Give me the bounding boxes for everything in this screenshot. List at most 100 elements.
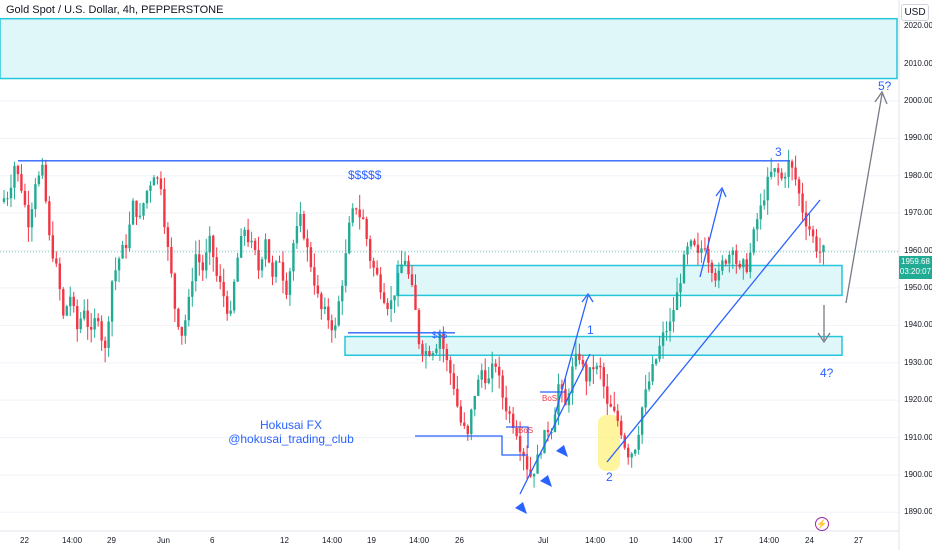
- candle-body: [142, 203, 145, 216]
- candle-body: [257, 250, 260, 271]
- candle-body: [86, 310, 89, 327]
- price-tick-label: 1920.00: [904, 395, 932, 405]
- candle-body: [581, 360, 585, 365]
- candle-body: [264, 239, 267, 260]
- candle-body: [355, 208, 358, 210]
- candle-body: [435, 348, 438, 354]
- trendline-wave-1: [519, 353, 591, 495]
- candle-body: [759, 205, 762, 220]
- candle-body: [703, 248, 707, 250]
- candle-body: [358, 209, 361, 218]
- time-tick-label: 14:00: [672, 536, 693, 545]
- price-tick-label: 2020.00: [904, 21, 932, 31]
- candle-body: [62, 289, 65, 316]
- candle-body: [633, 449, 637, 454]
- time-tick-label: 6: [210, 536, 215, 545]
- candle-body: [138, 215, 142, 217]
- candle-body: [459, 406, 463, 423]
- candle-body: [201, 262, 204, 271]
- candle-body: [382, 292, 386, 303]
- candle-body: [717, 270, 721, 281]
- candle-body: [163, 189, 166, 228]
- candle-body: [536, 454, 539, 474]
- candle-body: [76, 306, 79, 330]
- label-bos-1: BoS: [518, 426, 534, 435]
- candle-body: [274, 261, 278, 277]
- candle-body: [194, 254, 197, 282]
- currency-button[interactable]: USD: [901, 4, 929, 21]
- candle-body: [504, 397, 508, 412]
- candle-body: [69, 296, 72, 307]
- projection-arrowhead-2: [715, 186, 727, 198]
- candle-body: [470, 409, 473, 435]
- candle-body: [229, 310, 232, 314]
- candle-body: [260, 259, 264, 271]
- time-tick-label: 14:00: [759, 536, 780, 545]
- candle-body: [393, 295, 396, 301]
- candle-body: [738, 263, 741, 268]
- candle-body: [191, 281, 194, 297]
- lightning-icon[interactable]: ⚡: [815, 517, 829, 531]
- pointer-arrow-icon: [515, 502, 527, 514]
- candle-body: [790, 161, 794, 168]
- zones-layer: [0, 17, 898, 471]
- candle-body: [776, 168, 780, 173]
- candle-body: [131, 200, 135, 225]
- candle-body: [281, 262, 285, 281]
- candle-body: [124, 244, 128, 249]
- candle-body: [592, 367, 595, 370]
- candle-body: [253, 240, 257, 251]
- candle-body: [389, 300, 393, 310]
- candle-body: [365, 218, 368, 240]
- price-tick-label: 1930.00: [904, 357, 932, 367]
- candle-body: [65, 306, 68, 316]
- chart-title: Gold Spot / U.S. Dollar, 4h, PEPPERSTONE: [6, 4, 224, 16]
- last-price-value: 1959.68: [901, 257, 930, 266]
- candle-body: [180, 327, 184, 336]
- price-tick-label: 2010.00: [904, 58, 932, 68]
- candle-body: [456, 388, 459, 407]
- candle-body: [292, 243, 295, 272]
- price-tick-label: 1940.00: [904, 320, 932, 330]
- candle-body: [79, 318, 82, 330]
- candle-body: [117, 258, 121, 271]
- candle-body: [445, 349, 449, 361]
- candle-body: [557, 384, 560, 415]
- candle-body: [449, 360, 452, 374]
- candle-body: [693, 240, 696, 245]
- watermark-line1: Hokusai FX: [259, 418, 323, 432]
- pointer-arrow-icon: [540, 475, 552, 487]
- candle-body: [313, 267, 316, 286]
- candle-body: [463, 422, 466, 426]
- candle-body: [48, 201, 51, 236]
- candle-body: [23, 190, 27, 205]
- candle-body: [515, 427, 518, 437]
- candle-body: [334, 325, 337, 331]
- time-tick-label: 22: [20, 536, 29, 545]
- candle-body: [51, 235, 55, 259]
- time-tick-label: Jul: [538, 536, 549, 545]
- candle-body: [222, 281, 225, 297]
- price-tick-label: 1980.00: [904, 170, 932, 180]
- candle-body: [595, 365, 599, 370]
- candle-body: [797, 179, 801, 194]
- candle-body: [323, 306, 327, 310]
- candle-body: [246, 229, 250, 243]
- candle-body: [159, 178, 163, 190]
- candle-body: [212, 235, 215, 258]
- candle-body: [166, 227, 170, 247]
- time-tick-label: 14:00: [62, 536, 83, 545]
- bos-line-1: [506, 426, 529, 448]
- candle-body: [309, 247, 313, 268]
- candle-body: [672, 310, 675, 322]
- candles-layer: [0, 149, 899, 488]
- candle-body: [651, 364, 654, 382]
- candle-body: [571, 366, 574, 394]
- candle-body: [539, 453, 543, 455]
- candle-body: [344, 253, 347, 286]
- candle-body: [243, 229, 246, 236]
- candle-body: [804, 212, 808, 227]
- candle-body: [271, 262, 274, 277]
- candle-body: [368, 239, 372, 261]
